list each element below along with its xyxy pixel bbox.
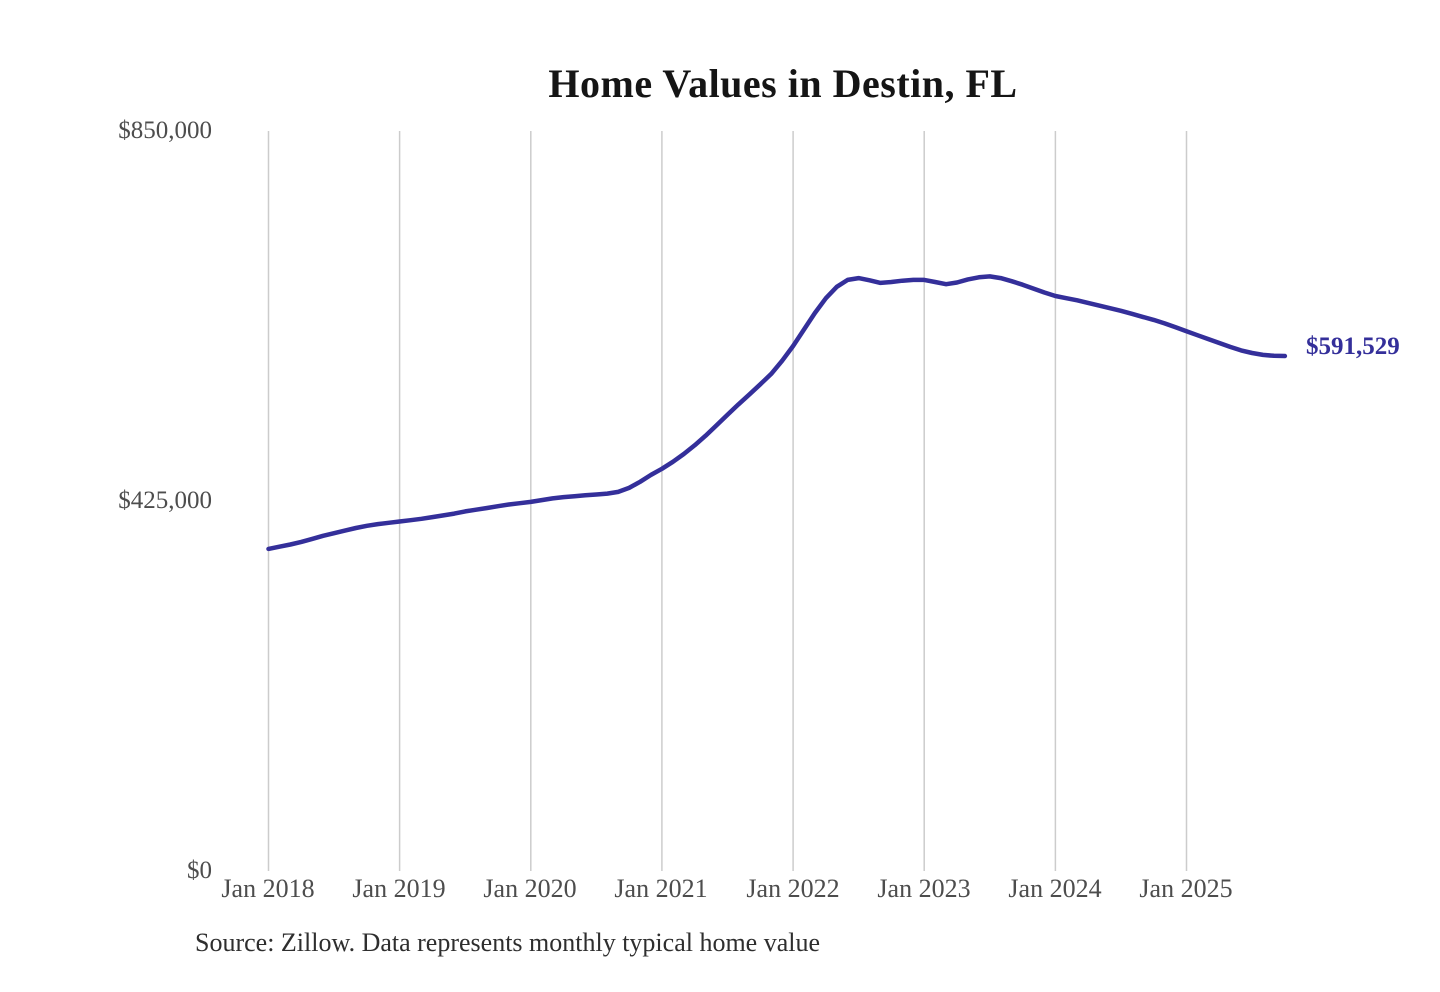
x-axis-tick-jan-2019: Jan 2019	[352, 874, 446, 903]
chart-title: Home Values in Destin, FL	[548, 61, 1018, 106]
x-axis-tick-jan-2025: Jan 2025	[1139, 874, 1233, 903]
value-line	[266, 274, 1288, 552]
x-axis-tick-jan-2018: Jan 2018	[221, 874, 315, 903]
y-axis-tick-850000: $850,000	[118, 117, 212, 144]
x-axis-tick-jan-2020: Jan 2020	[483, 874, 577, 903]
x-axis-tick-jan-2021: Jan 2021	[614, 874, 708, 903]
x-axis-tick-jan-2023: Jan 2023	[877, 874, 971, 903]
x-axis-tick-jan-2024: Jan 2024	[1008, 874, 1102, 903]
home-values-chart: Home Values in Destin, FL $850,000 $425,…	[40, 16, 1440, 976]
gridlines	[267, 131, 1188, 871]
latest-value-label: $591,529	[1306, 333, 1400, 360]
plot-area	[266, 131, 1288, 871]
source-note: Source: Zillow. Data represents monthly …	[195, 928, 821, 957]
y-axis-tick-0: $0	[187, 857, 212, 884]
x-axis-tick-jan-2022: Jan 2022	[746, 874, 840, 903]
y-axis-tick-425000: $425,000	[118, 487, 212, 514]
